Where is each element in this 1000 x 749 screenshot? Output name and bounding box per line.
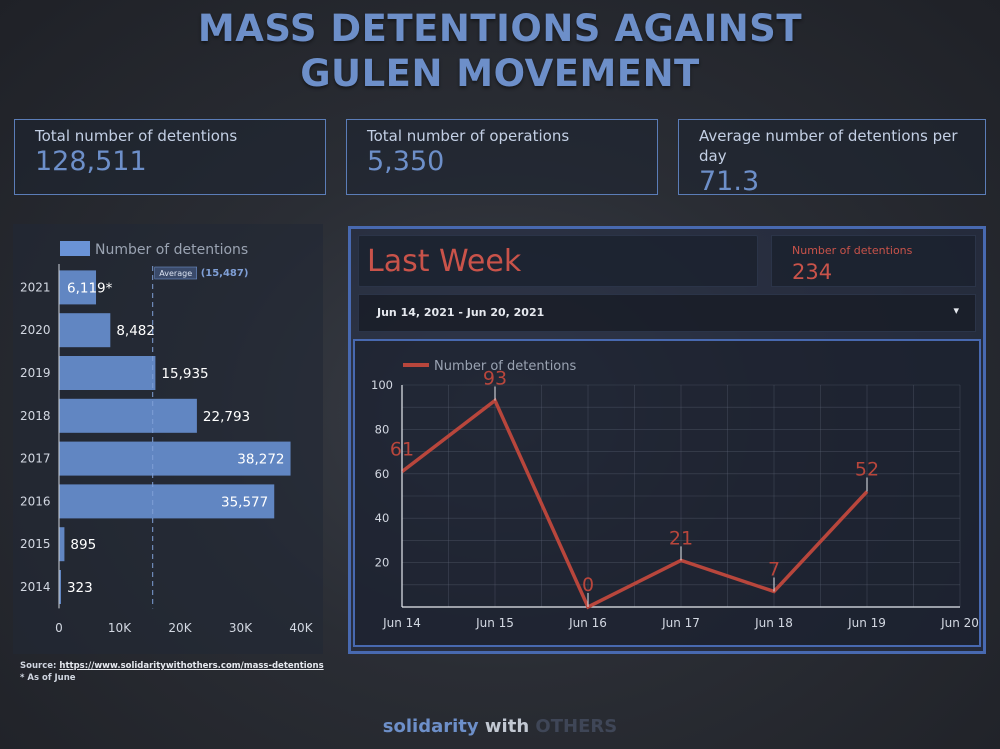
bar-value-label: 15,935 [161, 366, 208, 382]
year-label: 2019 [20, 366, 51, 380]
brand-logo: solidarity with OTHERS [0, 715, 1000, 739]
bar-value-label: 8,482 [116, 323, 155, 339]
year-label: 2018 [20, 409, 51, 423]
x-tick-label: 0 [55, 621, 63, 635]
last-week-kpi-value: 234 [792, 260, 833, 284]
detentions-by-year-panel: Number of detentions 2021 6,119* 2020 8,482 2… [13, 224, 323, 654]
last-week-kpi-label: Number of detentions [792, 244, 913, 257]
x-tick-label: 30K [229, 621, 253, 635]
last-week-panel: Last Week Number of detentions 234 Jun 1… [348, 226, 986, 654]
last-week-line-chart: Number of detentions 20 40 60 80 100 Jun 14 Jun… [371, 359, 979, 630]
x-tick-label: Jun 20 [940, 616, 979, 630]
last-week-line-chart-box: Number of detentions 20 40 60 80 100 Jun 14 Jun… [353, 339, 981, 647]
x-tick-label: 20K [168, 621, 192, 635]
x-tick-label: Jun 16 [568, 616, 607, 630]
year-label: 2015 [20, 537, 51, 551]
title-line-2: GULEN MOVEMENT [300, 52, 700, 95]
bar [59, 484, 275, 519]
bar-value-label: 22,793 [203, 409, 250, 425]
data-label: 61 [390, 439, 414, 461]
bar [59, 441, 291, 476]
footnote: * As of June [20, 673, 76, 683]
bar [59, 570, 61, 604]
last-week-title-box: Last Week [358, 235, 758, 287]
bar-value-label: 6,119* [67, 280, 113, 296]
data-label: 21 [669, 527, 693, 549]
x-tick-label: 40K [289, 621, 313, 635]
series-line [400, 397, 869, 610]
bar [59, 398, 197, 433]
brand-part-2: with [484, 716, 530, 737]
bar [59, 313, 111, 348]
average-label: Average [159, 269, 192, 278]
data-label: 52 [855, 459, 879, 481]
x-tick-label: 10K [108, 621, 132, 635]
kpi-average-per-day: Average number of detentions per day 71.… [678, 119, 986, 197]
y-tick-label: 20 [375, 556, 390, 570]
data-label: 7 [768, 558, 780, 580]
bar-value-label: 38,272 [237, 452, 284, 468]
kpi-total-operations: Total number of operations 5,350 [346, 119, 658, 195]
source-note: Source: https://www.solidaritywithothers… [20, 660, 324, 684]
x-tick-label: Jun 15 [475, 616, 514, 630]
legend-label: Number of detentions [434, 359, 577, 374]
last-week-title: Last Week [367, 244, 522, 279]
year-label: 2016 [20, 494, 51, 508]
kpi-label: Total number of operations [367, 127, 570, 145]
legend-label: Number of detentions [95, 242, 248, 258]
brand-part-3: OTHERS [535, 716, 618, 737]
brand-part-1: solidarity [382, 716, 479, 737]
y-tick-label: 40 [375, 511, 390, 525]
date-range-picker[interactable]: Jun 14, 2021 - Jun 20, 2021 ▾ [358, 294, 976, 332]
data-label: 93 [483, 368, 507, 390]
kpi-value: 5,350 [367, 146, 445, 177]
data-label: 0 [582, 574, 594, 596]
legend-swatch [60, 241, 90, 256]
source-prefix: Source: [20, 661, 57, 671]
bar-value-label: 895 [70, 537, 96, 553]
y-tick-label: 80 [375, 422, 390, 436]
x-tick-label: Jun 18 [754, 616, 793, 630]
date-range-text: Jun 14, 2021 - Jun 20, 2021 [377, 306, 545, 319]
kpi-value: 71.3 [699, 166, 760, 197]
x-tick-label: Jun 17 [661, 616, 700, 630]
year-label: 2017 [20, 452, 51, 466]
average-value-label: (15,487) [201, 268, 249, 279]
source-link[interactable]: https://www.solidaritywithothers.com/mas… [59, 661, 324, 671]
year-label: 2020 [20, 323, 51, 337]
last-week-kpi: Number of detentions 234 [771, 235, 976, 287]
year-label: 2014 [20, 580, 51, 594]
bar-value-label: 323 [67, 580, 93, 596]
year-label: 2021 [20, 280, 51, 294]
kpi-label: Average number of detentions per day [699, 127, 958, 165]
bar [59, 270, 97, 305]
chevron-down-icon[interactable]: ▾ [953, 304, 959, 317]
page-title: MASS DETENTIONS AGAINST GULEN MOVEMENT [0, 6, 1000, 96]
bar [59, 527, 65, 562]
detentions-bar-chart: Number of detentions 2021 6,119* 2020 8,482 2… [20, 241, 314, 635]
average-badge [154, 266, 197, 280]
kpi-total-detentions: Total number of detentions 128,511 [14, 119, 326, 195]
kpi-value: 128,511 [35, 146, 147, 177]
x-tick-label: Jun 14 [382, 616, 421, 630]
kpi-label: Total number of detentions [35, 127, 238, 145]
bar [59, 356, 156, 390]
bar-value-label: 35,577 [221, 494, 268, 510]
y-tick-label: 100 [371, 378, 393, 392]
x-tick-label: Jun 19 [847, 616, 886, 630]
title-line-1: MASS DETENTIONS AGAINST [197, 7, 803, 50]
y-tick-label: 60 [375, 467, 390, 481]
